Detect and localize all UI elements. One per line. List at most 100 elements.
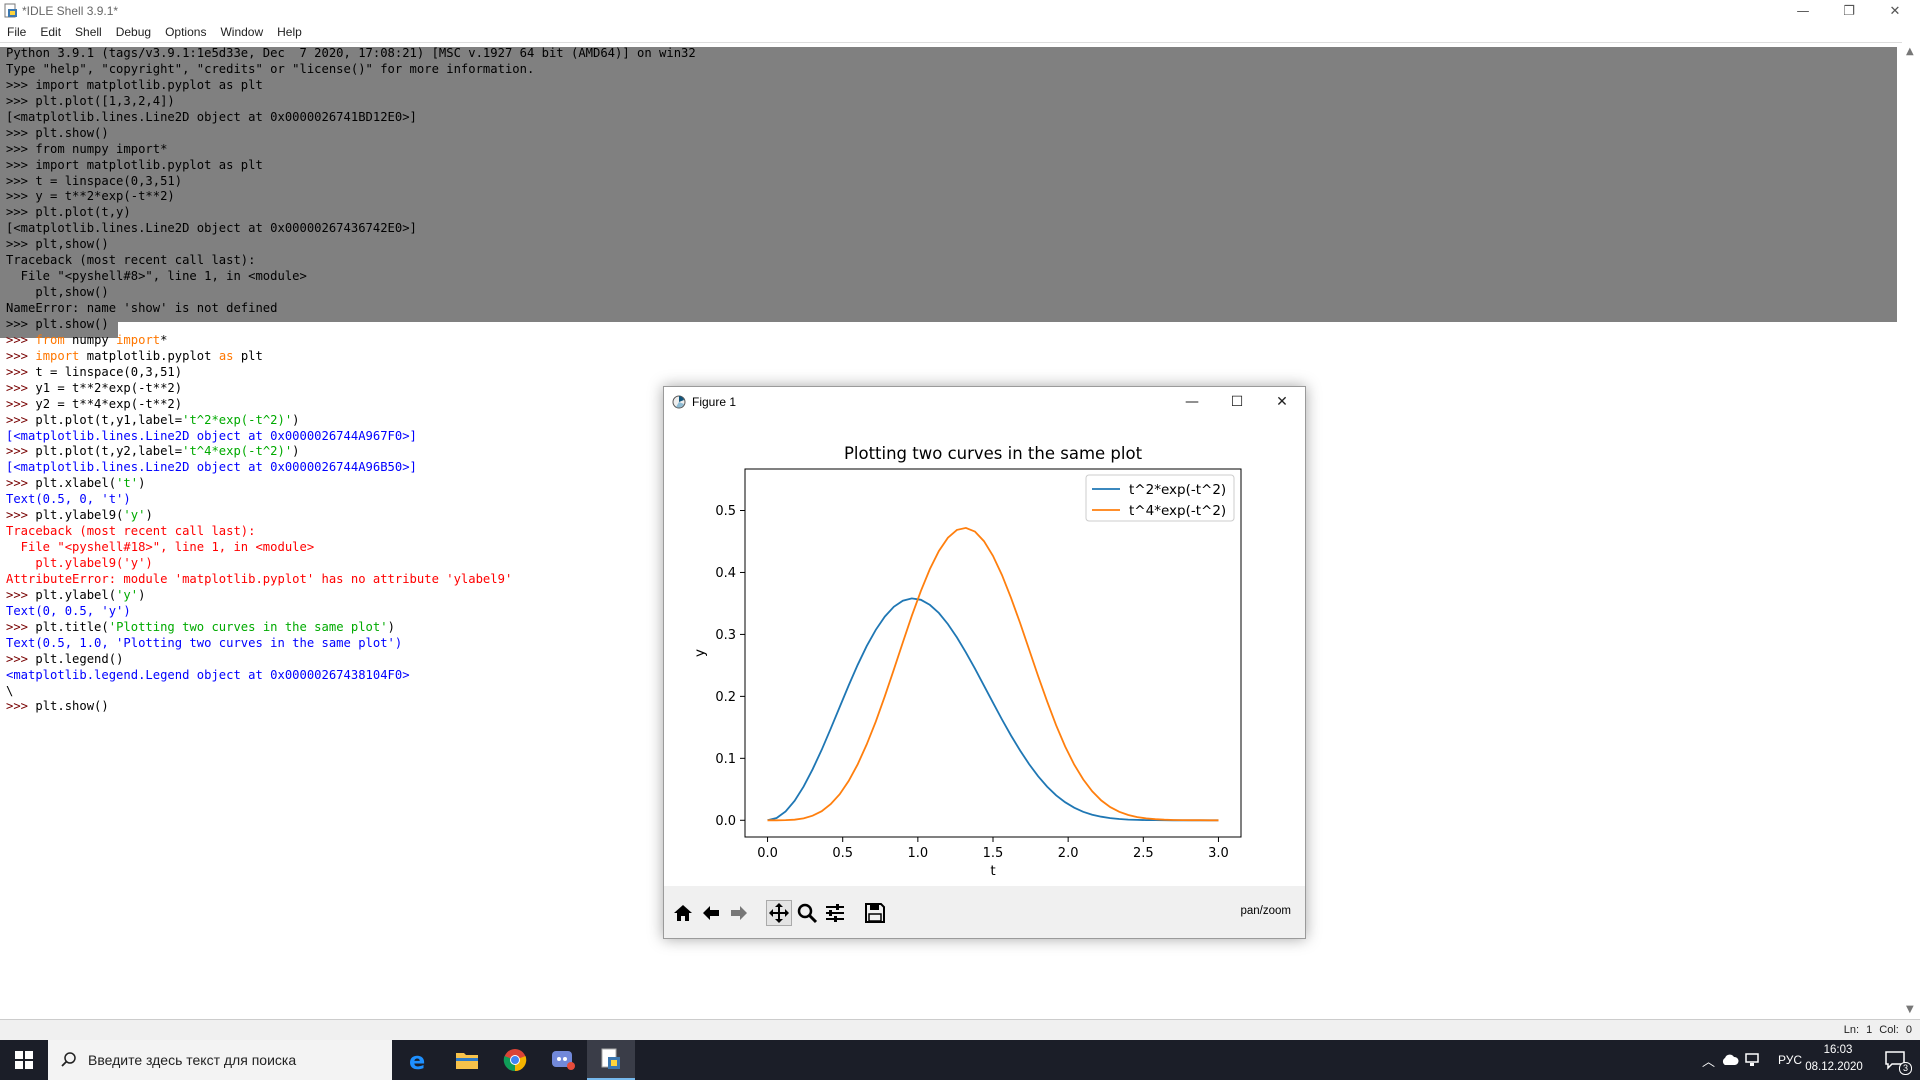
onedrive-cloud-icon[interactable] — [1721, 1054, 1739, 1066]
shell-line: Traceback (most recent call last): — [6, 253, 696, 269]
navigation-toolbar: pan/zoom — [664, 886, 1305, 938]
discord-app-icon[interactable] — [539, 1040, 587, 1080]
figure-window[interactable]: Figure 1 — ☐ ✕ Plotting two curves in th… — [663, 386, 1306, 939]
y-tick-label: 0.1 — [715, 752, 736, 767]
shell-line: NameError: name 'show' is not defined — [6, 301, 696, 317]
shell-line: Traceback (most recent call last): — [6, 524, 696, 540]
shell-text-segment: >>> — [6, 619, 36, 634]
start-button[interactable] — [0, 1040, 48, 1080]
vertical-scrollbar[interactable]: ▲ ▼ — [1902, 42, 1920, 1019]
shell-text-segment: >>> plt.plot(t,y) — [6, 205, 131, 220]
input-language-indicator[interactable]: РУС — [1777, 1053, 1802, 1067]
shell-text-segment: NameError: name 'show' is not defined — [6, 301, 278, 315]
shell-line: File "<pyshell#8>", line 1, in <module> — [6, 269, 696, 285]
shell-text-segment: * — [160, 332, 168, 347]
shell-text-segment: >>> import matplotlib.pyplot as plt — [6, 77, 263, 92]
chrome-icon[interactable] — [491, 1040, 539, 1080]
menu-shell[interactable]: Shell — [75, 25, 102, 39]
shell-text-segment: >>> — [6, 364, 36, 379]
close-button[interactable]: ✕ — [1889, 3, 1901, 19]
idle-taskbar-app-icon[interactable] — [587, 1040, 635, 1080]
configure-subplots-icon[interactable] — [822, 900, 848, 926]
shell-text-segment: [<matplotlib.lines.Line2D object at 0x00… — [6, 460, 417, 475]
shell-text-segment: plt.ylabel9( — [35, 508, 124, 523]
shell-line: >>> plt.ylabel('y') — [6, 588, 696, 604]
y-tick-label: 0.4 — [715, 566, 736, 581]
x-tick-label: 3.0 — [1208, 846, 1229, 861]
shell-text-segment: Text(0.5, 1.0, 'Plotting two curves in t… — [6, 635, 403, 650]
shell-text-segment: import — [116, 332, 161, 347]
menu-edit[interactable]: Edit — [40, 25, 62, 39]
forward-arrow-icon[interactable] — [726, 900, 752, 926]
shell-text-segment: >>> import matplotlib.pyplot as plt — [6, 157, 263, 172]
shell-text-segment: Python 3.9.1 (tags/v3.9.1:1e5d33e, Dec 7… — [6, 46, 696, 60]
menu-window[interactable]: Window — [220, 25, 264, 39]
shell-text-segment: [<matplotlib.lines.Line2D object at 0x00… — [6, 221, 417, 236]
network-icon[interactable] — [1745, 1053, 1763, 1067]
x-tick-label: 1.0 — [908, 846, 929, 861]
shell-line: Text(0.5, 0, 't') — [6, 492, 696, 508]
shell-line: >>> plt.show() — [6, 126, 696, 142]
plot-canvas[interactable]: Plotting two curves in the same plot 0.0 0… — [664, 417, 1305, 886]
pan-icon[interactable] — [766, 900, 792, 926]
windows-logo-icon — [15, 1051, 33, 1069]
menu-options[interactable]: Options — [165, 25, 207, 39]
figure-minimize-button[interactable]: — — [1185, 394, 1199, 410]
scroll-down-arrow-icon[interactable]: ▼ — [1906, 1004, 1914, 1015]
figure-maximize-button[interactable]: ☐ — [1230, 394, 1244, 410]
shell-output: Python 3.9.1 (tags/v3.9.1:1e5d33e, Dec 7… — [6, 46, 696, 715]
clock-date[interactable]: 08.12.2020 — [1805, 1061, 1863, 1073]
shell-text-segment: >>> t = linspace(0,3,51) — [6, 173, 183, 188]
menu-debug[interactable]: Debug — [115, 25, 152, 39]
menu-file[interactable]: File — [7, 25, 27, 39]
home-icon[interactable] — [670, 900, 696, 926]
scroll-up-arrow-icon[interactable]: ▲ — [1906, 46, 1914, 57]
minimize-button[interactable]: — — [1796, 3, 1810, 19]
shell-text-segment: [<matplotlib.lines.Line2D object at 0x00… — [6, 428, 417, 443]
shell-text-segment: plt.plot(t,y1,label= — [35, 412, 183, 427]
shell-line: >>> plt.show() — [6, 317, 696, 333]
taskbar-search-box[interactable]: Введите здесь текст для поиска — [48, 1040, 392, 1080]
shell-text-segment: Traceback (most recent call last): — [6, 524, 256, 539]
shell-line: >>> plt.legend() — [6, 652, 696, 668]
shell-line: Text(0, 0.5, 'y') — [6, 604, 696, 620]
zoom-icon[interactable] — [794, 900, 820, 926]
show-hidden-icons-chevron-icon[interactable]: ︿ — [1701, 1054, 1715, 1069]
shell-text-segment: 't^4*exp(-t^2)' — [182, 444, 293, 459]
shell-text-segment: >>> — [6, 396, 36, 411]
edge-app-icon[interactable]: e — [395, 1040, 443, 1080]
shell-text-segment: ) — [292, 444, 300, 459]
series-line-1 — [767, 597, 1219, 822]
shell-line: <matplotlib.legend.Legend object at 0x00… — [6, 668, 696, 684]
clock-time[interactable]: 16:03 — [1823, 1044, 1853, 1056]
shell-text-segment: 't' — [116, 476, 139, 491]
shell-text-segment: ) — [138, 476, 146, 491]
shell-line: >>> import matplotlib.pyplot as plt — [6, 349, 696, 365]
shell-text-segment: >>> — [6, 380, 36, 395]
shell-text-segment: >>> plt,show() — [6, 237, 109, 252]
restore-button[interactable]: ❐ — [1843, 3, 1855, 19]
matplotlib-icon — [672, 395, 686, 409]
figure-close-button[interactable]: ✕ — [1276, 394, 1288, 410]
shell-text-segment: >>> plt.show() — [6, 125, 109, 140]
back-arrow-icon[interactable] — [698, 900, 724, 926]
shell-text-segment: >>> — [6, 651, 36, 666]
notifications-icon[interactable] — [1884, 1050, 1906, 1070]
shell-line: AttributeError: module 'matplotlib.pyplo… — [6, 572, 696, 588]
search-placeholder: Введите здесь текст для поиска — [88, 1052, 297, 1068]
shell-text-segment: >>> — [6, 699, 36, 714]
figure-titlebar: Figure 1 — ☐ ✕ — [664, 387, 1305, 417]
shell-text-segment: plt.xlabel( — [35, 476, 117, 491]
x-tick-label: 2.0 — [1058, 846, 1079, 861]
shell-text-segment: >>> — [6, 412, 36, 427]
file-explorer-icon[interactable] — [443, 1040, 491, 1080]
shell-text-segment: plt.title( — [35, 619, 109, 634]
x-tick-label: 0.5 — [832, 846, 853, 861]
shell-line: >>> y = t**2*exp(-t**2) — [6, 189, 696, 205]
shell-text-segment: Type "help", "copyright", "credits" or "… — [6, 61, 535, 76]
shell-text-segment: 'y' — [123, 508, 146, 523]
shell-text-segment: ) — [387, 619, 395, 634]
shell-text-segment: y2 = t**4*exp(-t**2) — [35, 396, 183, 411]
save-icon[interactable] — [862, 900, 888, 926]
menu-help[interactable]: Help — [277, 25, 302, 39]
